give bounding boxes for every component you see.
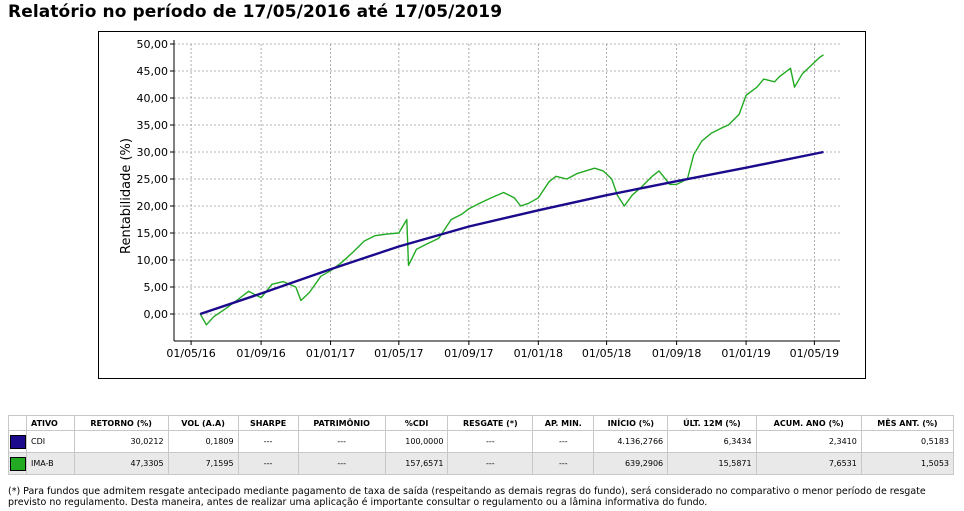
x-tick-label: 01/05/17 [374, 347, 423, 360]
series-line-cdi [199, 150, 824, 316]
table-row: CDI 30,0212 0,1809 --- --- 100,0000 --- … [8, 430, 955, 453]
y-tick-label: 10,00 [137, 254, 169, 267]
cell-acum-ano: 2,3410 [755, 430, 862, 453]
cell-patrimonio: --- [297, 430, 386, 453]
cell-ap-min: --- [532, 430, 595, 453]
header-inicio: INÍCIO (%) [593, 415, 669, 431]
cell-sharpe: --- [237, 430, 299, 453]
y-axis-label: Rentabilidade (%) [119, 138, 134, 254]
header-mes-ant: MÊS ANT. (%) [860, 415, 955, 431]
cell-mes-ant: 0,5183 [860, 430, 955, 453]
cell-vol: 7,1595 [167, 452, 239, 475]
table-row: IMA-B 47,3305 7,1595 --- --- 157,6571 --… [8, 452, 955, 475]
cell-retorno: 47,3305 [73, 452, 169, 475]
x-tick-label: 01/01/18 [514, 347, 563, 360]
x-tick-label: 01/05/16 [166, 347, 215, 360]
y-tick-label: 5,00 [144, 281, 169, 294]
x-tick-label: 01/09/18 [652, 347, 701, 360]
series-swatch-cell [8, 452, 27, 475]
header-ap-min: AP. MIN. [532, 415, 595, 431]
cell-retorno: 30,0212 [73, 430, 169, 453]
y-tick-label: 45,00 [137, 65, 169, 78]
series-line-ima-b [199, 54, 824, 326]
header-cdi: %CDI [384, 415, 449, 431]
y-tick-label: 25,00 [137, 173, 169, 186]
chart-axes: 50,00 45,00 40,00 35,00 30,00 25,00 20,00 15,00… [137, 38, 840, 360]
chart-series [199, 54, 824, 326]
header-ativo: ATIVO [26, 415, 75, 431]
header-vol: VOL (A.A) [167, 415, 239, 431]
cell-resgate: --- [447, 452, 534, 475]
cell-mes-ant: 1,5053 [860, 452, 955, 475]
x-tick-label: 01/05/18 [582, 347, 631, 360]
cell-acum-ano: 7,6531 [755, 452, 862, 475]
y-tick-label: 0,00 [144, 308, 169, 321]
performance-chart: 50,00 45,00 40,00 35,00 30,00 25,00 20,00 15,00… [119, 38, 840, 360]
y-tick-label: 15,00 [137, 227, 169, 240]
funds-table: ATIVO RETORNO (%) VOL (A.A) SHARPE PATRI… [8, 415, 955, 475]
table-header-row: ATIVO RETORNO (%) VOL (A.A) SHARPE PATRI… [8, 415, 955, 431]
cell-sharpe: --- [237, 452, 299, 475]
cell-cdi: 157,6571 [384, 452, 449, 475]
header-patrimonio: PATRIMÔNIO [297, 415, 386, 431]
cell-ap-min: --- [532, 452, 595, 475]
x-tick-label: 01/09/16 [236, 347, 285, 360]
x-tick-label: 01/05/19 [790, 347, 839, 360]
y-tick-label: 50,00 [137, 38, 169, 51]
cell-inicio: 639,2906 [593, 452, 669, 475]
cell-resgate: --- [447, 430, 534, 453]
report-title: Relatório no período de 17/05/2016 até 1… [8, 2, 503, 22]
x-tick-label: 01/09/17 [444, 347, 493, 360]
y-tick-label: 40,00 [137, 92, 169, 105]
cell-inicio: 4.136,2766 [593, 430, 669, 453]
cell-ult-12m: 6,3434 [667, 430, 757, 453]
x-tick-label: 01/01/19 [721, 347, 770, 360]
series-color-swatch [9, 434, 26, 449]
resgate-footnote: (*) Para fundos que admitem resgate ante… [8, 486, 926, 508]
series-swatch-cell [8, 430, 27, 453]
y-tick-label: 35,00 [137, 119, 169, 132]
header-sharpe: SHARPE [237, 415, 299, 431]
cell-ativo: IMA-B [26, 452, 75, 475]
header-retorno: RETORNO (%) [73, 415, 169, 431]
header-ult-12m: ÚLT. 12M (%) [667, 415, 757, 431]
chart-grid [174, 43, 840, 341]
header-acum-ano: ACUM. ANO (%) [755, 415, 862, 431]
chart-frame: 50,00 45,00 40,00 35,00 30,00 25,00 20,00 15,00… [98, 31, 866, 379]
series-color-swatch [9, 456, 26, 471]
cell-ult-12m: 15,5871 [667, 452, 757, 475]
cell-patrimonio: --- [297, 452, 386, 475]
x-tick-label: 01/01/17 [306, 347, 355, 360]
header-resgate: RESGATE (*) [447, 415, 534, 431]
cell-ativo: CDI [26, 430, 75, 453]
y-tick-label: 20,00 [137, 200, 169, 213]
y-tick-label: 30,00 [137, 146, 169, 159]
header-swatch [8, 415, 27, 431]
cell-vol: 0,1809 [167, 430, 239, 453]
cell-cdi: 100,0000 [384, 430, 449, 453]
